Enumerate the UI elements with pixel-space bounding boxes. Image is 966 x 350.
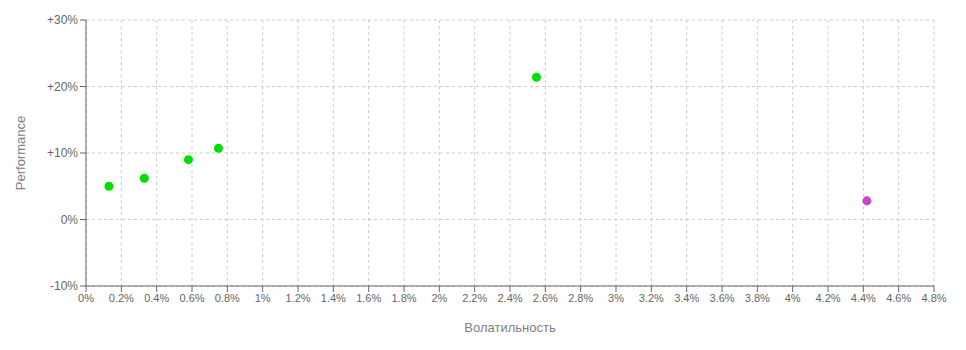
svg-text:3.4%: 3.4% bbox=[674, 292, 699, 304]
svg-text:0%: 0% bbox=[78, 292, 94, 304]
svg-text:0.8%: 0.8% bbox=[215, 292, 240, 304]
svg-text:+10%: +10% bbox=[47, 146, 78, 160]
svg-text:2.6%: 2.6% bbox=[533, 292, 558, 304]
svg-text:1.8%: 1.8% bbox=[391, 292, 416, 304]
svg-text:1.4%: 1.4% bbox=[321, 292, 346, 304]
svg-text:+30%: +30% bbox=[47, 13, 78, 27]
svg-text:0.2%: 0.2% bbox=[109, 292, 134, 304]
svg-text:1.6%: 1.6% bbox=[356, 292, 381, 304]
svg-text:1.2%: 1.2% bbox=[285, 292, 310, 304]
svg-text:Performance: Performance bbox=[13, 116, 28, 190]
svg-text:4.2%: 4.2% bbox=[815, 292, 840, 304]
svg-text:4.8%: 4.8% bbox=[921, 292, 946, 304]
svg-text:Волатильность: Волатильность bbox=[464, 320, 556, 335]
svg-text:0%: 0% bbox=[61, 213, 79, 227]
svg-text:0.4%: 0.4% bbox=[144, 292, 169, 304]
svg-text:2%: 2% bbox=[431, 292, 447, 304]
svg-text:2.8%: 2.8% bbox=[568, 292, 593, 304]
svg-text:3%: 3% bbox=[608, 292, 624, 304]
svg-text:+20%: +20% bbox=[47, 80, 78, 94]
svg-text:3.2%: 3.2% bbox=[639, 292, 664, 304]
svg-text:2.4%: 2.4% bbox=[497, 292, 522, 304]
svg-text:4.4%: 4.4% bbox=[851, 292, 876, 304]
svg-text:1%: 1% bbox=[255, 292, 271, 304]
svg-text:0.6%: 0.6% bbox=[179, 292, 204, 304]
svg-text:3.6%: 3.6% bbox=[709, 292, 734, 304]
svg-text:4.6%: 4.6% bbox=[886, 292, 911, 304]
svg-text:3.8%: 3.8% bbox=[745, 292, 770, 304]
svg-text:-10%: -10% bbox=[50, 279, 78, 293]
svg-text:2.2%: 2.2% bbox=[462, 292, 487, 304]
svg-text:4%: 4% bbox=[785, 292, 801, 304]
